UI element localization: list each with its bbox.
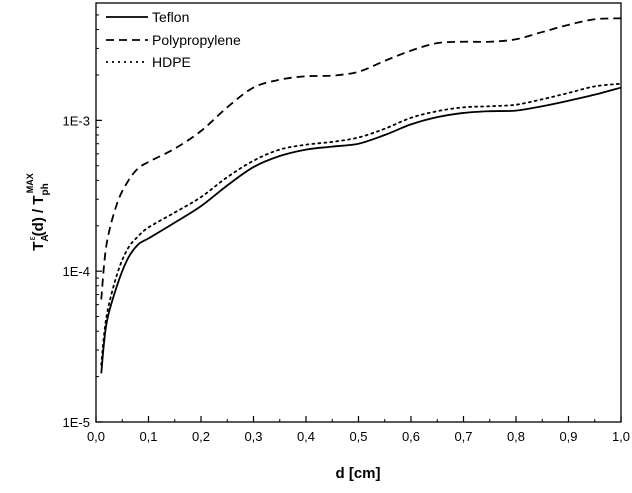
legend-label-teflon: Teflon bbox=[152, 9, 189, 25]
x-tick-label: 0,4 bbox=[297, 429, 315, 444]
x-tick-label: 0,1 bbox=[139, 429, 157, 444]
series-line-hdpe bbox=[100, 82, 622, 366]
x-tick-label: 0,3 bbox=[244, 429, 262, 444]
legend-label-polypropylene: Polypropylene bbox=[152, 32, 241, 48]
x-tick-label: 0,5 bbox=[349, 429, 367, 444]
series-line-polypropylene bbox=[100, 17, 622, 300]
legend: Teflon Polypropylene HDPE bbox=[106, 9, 241, 70]
y-axis-title-sup1: ε bbox=[27, 236, 37, 240]
x-tick-label: 0,6 bbox=[402, 429, 420, 444]
x-tick-label: 1,0 bbox=[612, 429, 630, 444]
x-axis-title: d [cm] bbox=[336, 465, 381, 482]
series-layer bbox=[100, 17, 622, 374]
series-line-teflon bbox=[100, 86, 622, 374]
x-tick-label: 0,0 bbox=[87, 429, 105, 444]
legend-label-hdpe: HDPE bbox=[152, 54, 191, 70]
y-tick-label: 1E-3 bbox=[63, 113, 90, 128]
y-axis-ticks: 1E-5 1E-4 1E-3 bbox=[63, 2, 102, 430]
x-tick-label: 0,9 bbox=[559, 429, 577, 444]
x-tick-label: 0,8 bbox=[507, 429, 525, 444]
y-axis-title-main: T bbox=[30, 242, 47, 251]
y-tick-label: 1E-5 bbox=[63, 415, 90, 430]
y-axis-title-sub1: A bbox=[40, 234, 51, 241]
y-axis-title-rest: (d) / T bbox=[30, 195, 47, 236]
svg-text:TAε(d) / TphMAX: TAε(d) / Tph MAX bbox=[25, 173, 51, 250]
y-axis-title: TAε(d) / Tph MAX bbox=[25, 173, 51, 250]
y-tick-label: 1E-4 bbox=[63, 264, 90, 279]
x-tick-label: 0,2 bbox=[192, 429, 210, 444]
y-axis-title-sub2: ph bbox=[40, 183, 51, 195]
x-tick-label: 0,7 bbox=[454, 429, 472, 444]
y-axis-title-sup2: MAX bbox=[25, 173, 35, 193]
x-axis-ticks: 0,0 0,1 0,2 0,3 0,4 0,5 0,6 0,7 0,8 0,9 1,0 bbox=[87, 416, 630, 444]
